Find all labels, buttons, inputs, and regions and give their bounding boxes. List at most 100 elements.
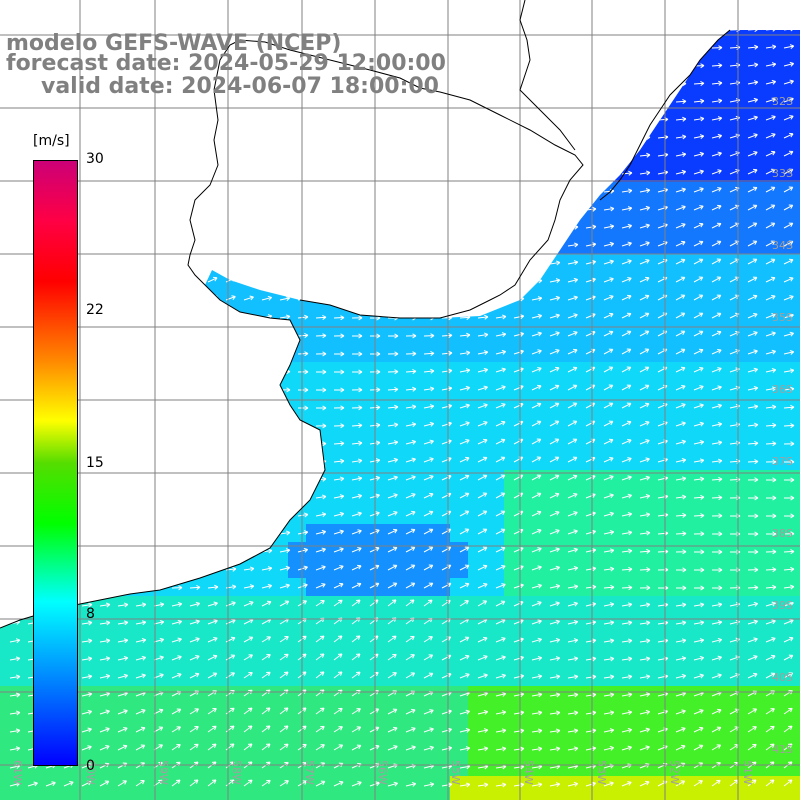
wind-arrow: [477, 403, 488, 409]
wind-arrow: [639, 674, 651, 680]
wind-arrow: [315, 635, 325, 643]
wind-cell: [252, 110, 270, 128]
wind-arrow: [531, 692, 543, 698]
wind-arrow: [765, 386, 777, 392]
wind-arrow: [549, 619, 560, 625]
wind-cell: [630, 254, 648, 272]
wind-cell: [234, 236, 252, 254]
wind-cell: [486, 272, 504, 290]
wind-arrow: [387, 188, 399, 194]
wind-arrow: [297, 547, 309, 553]
wind-arrow: [117, 512, 129, 518]
wind-cell: [522, 794, 540, 800]
wind-cell: [216, 308, 234, 326]
wind-cell: [126, 236, 144, 254]
wind-arrow: [711, 567, 723, 573]
wind-cell: [702, 704, 720, 722]
wind-arrow: [189, 672, 200, 679]
wind-cell: [612, 632, 630, 650]
wind-cell: [396, 632, 414, 650]
wind-arrow: [621, 153, 633, 158]
wind-cell: [90, 398, 108, 416]
wind-arrow: [207, 531, 219, 537]
wind-arrow: [531, 438, 542, 445]
wind-arrow: [225, 204, 236, 211]
wind-arrow: [711, 367, 722, 373]
wind-cell: [756, 272, 774, 290]
wind-arrow: [243, 259, 254, 265]
wind-cell: [414, 380, 432, 398]
wind-cell: [738, 200, 756, 218]
wind-cell: [450, 38, 468, 56]
wind-arrow: [297, 387, 309, 393]
wind-arrow: [423, 152, 435, 158]
wind-cell: [90, 272, 108, 290]
wind-cell: [774, 56, 792, 74]
wind-arrow: [315, 296, 327, 302]
wind-arrow: [765, 168, 776, 175]
wind-cell: [504, 740, 522, 758]
wind-arrow: [747, 222, 758, 229]
wind-arrow: [171, 222, 182, 229]
wind-arrow: [693, 385, 704, 391]
wind-arrow: [531, 674, 543, 680]
wind-arrow: [495, 528, 506, 535]
wind-arrow: [693, 403, 704, 409]
wind-cell: [468, 434, 486, 452]
wind-cell: [756, 164, 774, 182]
wind-arrow: [711, 133, 723, 139]
wind-arrow: [513, 456, 524, 463]
wind-cell: [216, 524, 234, 542]
wind-arrow: [243, 671, 253, 679]
wind-arrow: [387, 493, 398, 499]
wind-cell: [558, 524, 576, 542]
wind-arrow: [639, 512, 651, 518]
wind-cell: [738, 290, 756, 308]
wind-cell: [108, 686, 126, 704]
wind-cell: [792, 542, 800, 560]
wind-arrow: [675, 638, 687, 644]
wind-cell: [342, 740, 360, 758]
wind-cell: [774, 182, 792, 200]
wind-cell: [558, 452, 576, 470]
lon-label: 56W: [376, 760, 389, 785]
wind-arrow: [549, 207, 561, 213]
wind-cell: [504, 452, 522, 470]
wind-arrow: [262, 441, 273, 447]
wind-arrow: [441, 152, 453, 158]
wind-cell: [738, 74, 756, 92]
wind-cell: [486, 416, 504, 434]
wind-cell: [558, 470, 576, 488]
wind-cell: [612, 380, 630, 398]
wind-cell: [486, 236, 504, 254]
wind-arrow: [189, 115, 200, 121]
wind-cell: [396, 794, 414, 800]
wind-cell: [360, 398, 378, 416]
wind-arrow: [477, 297, 489, 302]
wind-arrow: [693, 494, 705, 500]
lon-label: 51W: [741, 760, 754, 785]
wind-cell: [468, 668, 486, 686]
wind-arrow: [81, 585, 93, 591]
wind-cell: [684, 182, 702, 200]
wind-cell: [792, 668, 800, 686]
wind-cell: [414, 578, 432, 596]
wind-arrow: [351, 440, 363, 446]
wind-cell: [756, 686, 774, 704]
wind-arrow: [531, 367, 542, 373]
wind-cell: [738, 56, 756, 74]
wind-arrow: [351, 547, 362, 553]
wind-arrow: [567, 674, 579, 680]
wind-arrow: [639, 330, 650, 337]
wind-cell: [378, 632, 396, 650]
wind-cell: [756, 236, 774, 254]
wind-arrow: [423, 654, 434, 661]
wind-cell: [324, 380, 342, 398]
wind-cell: [342, 470, 360, 488]
wind-cell: [756, 416, 774, 434]
wind-arrow: [9, 692, 21, 698]
wind-arrow: [387, 242, 399, 248]
wind-cell: [180, 794, 198, 800]
wind-cell: [126, 254, 144, 272]
wind-cell: [792, 794, 800, 800]
